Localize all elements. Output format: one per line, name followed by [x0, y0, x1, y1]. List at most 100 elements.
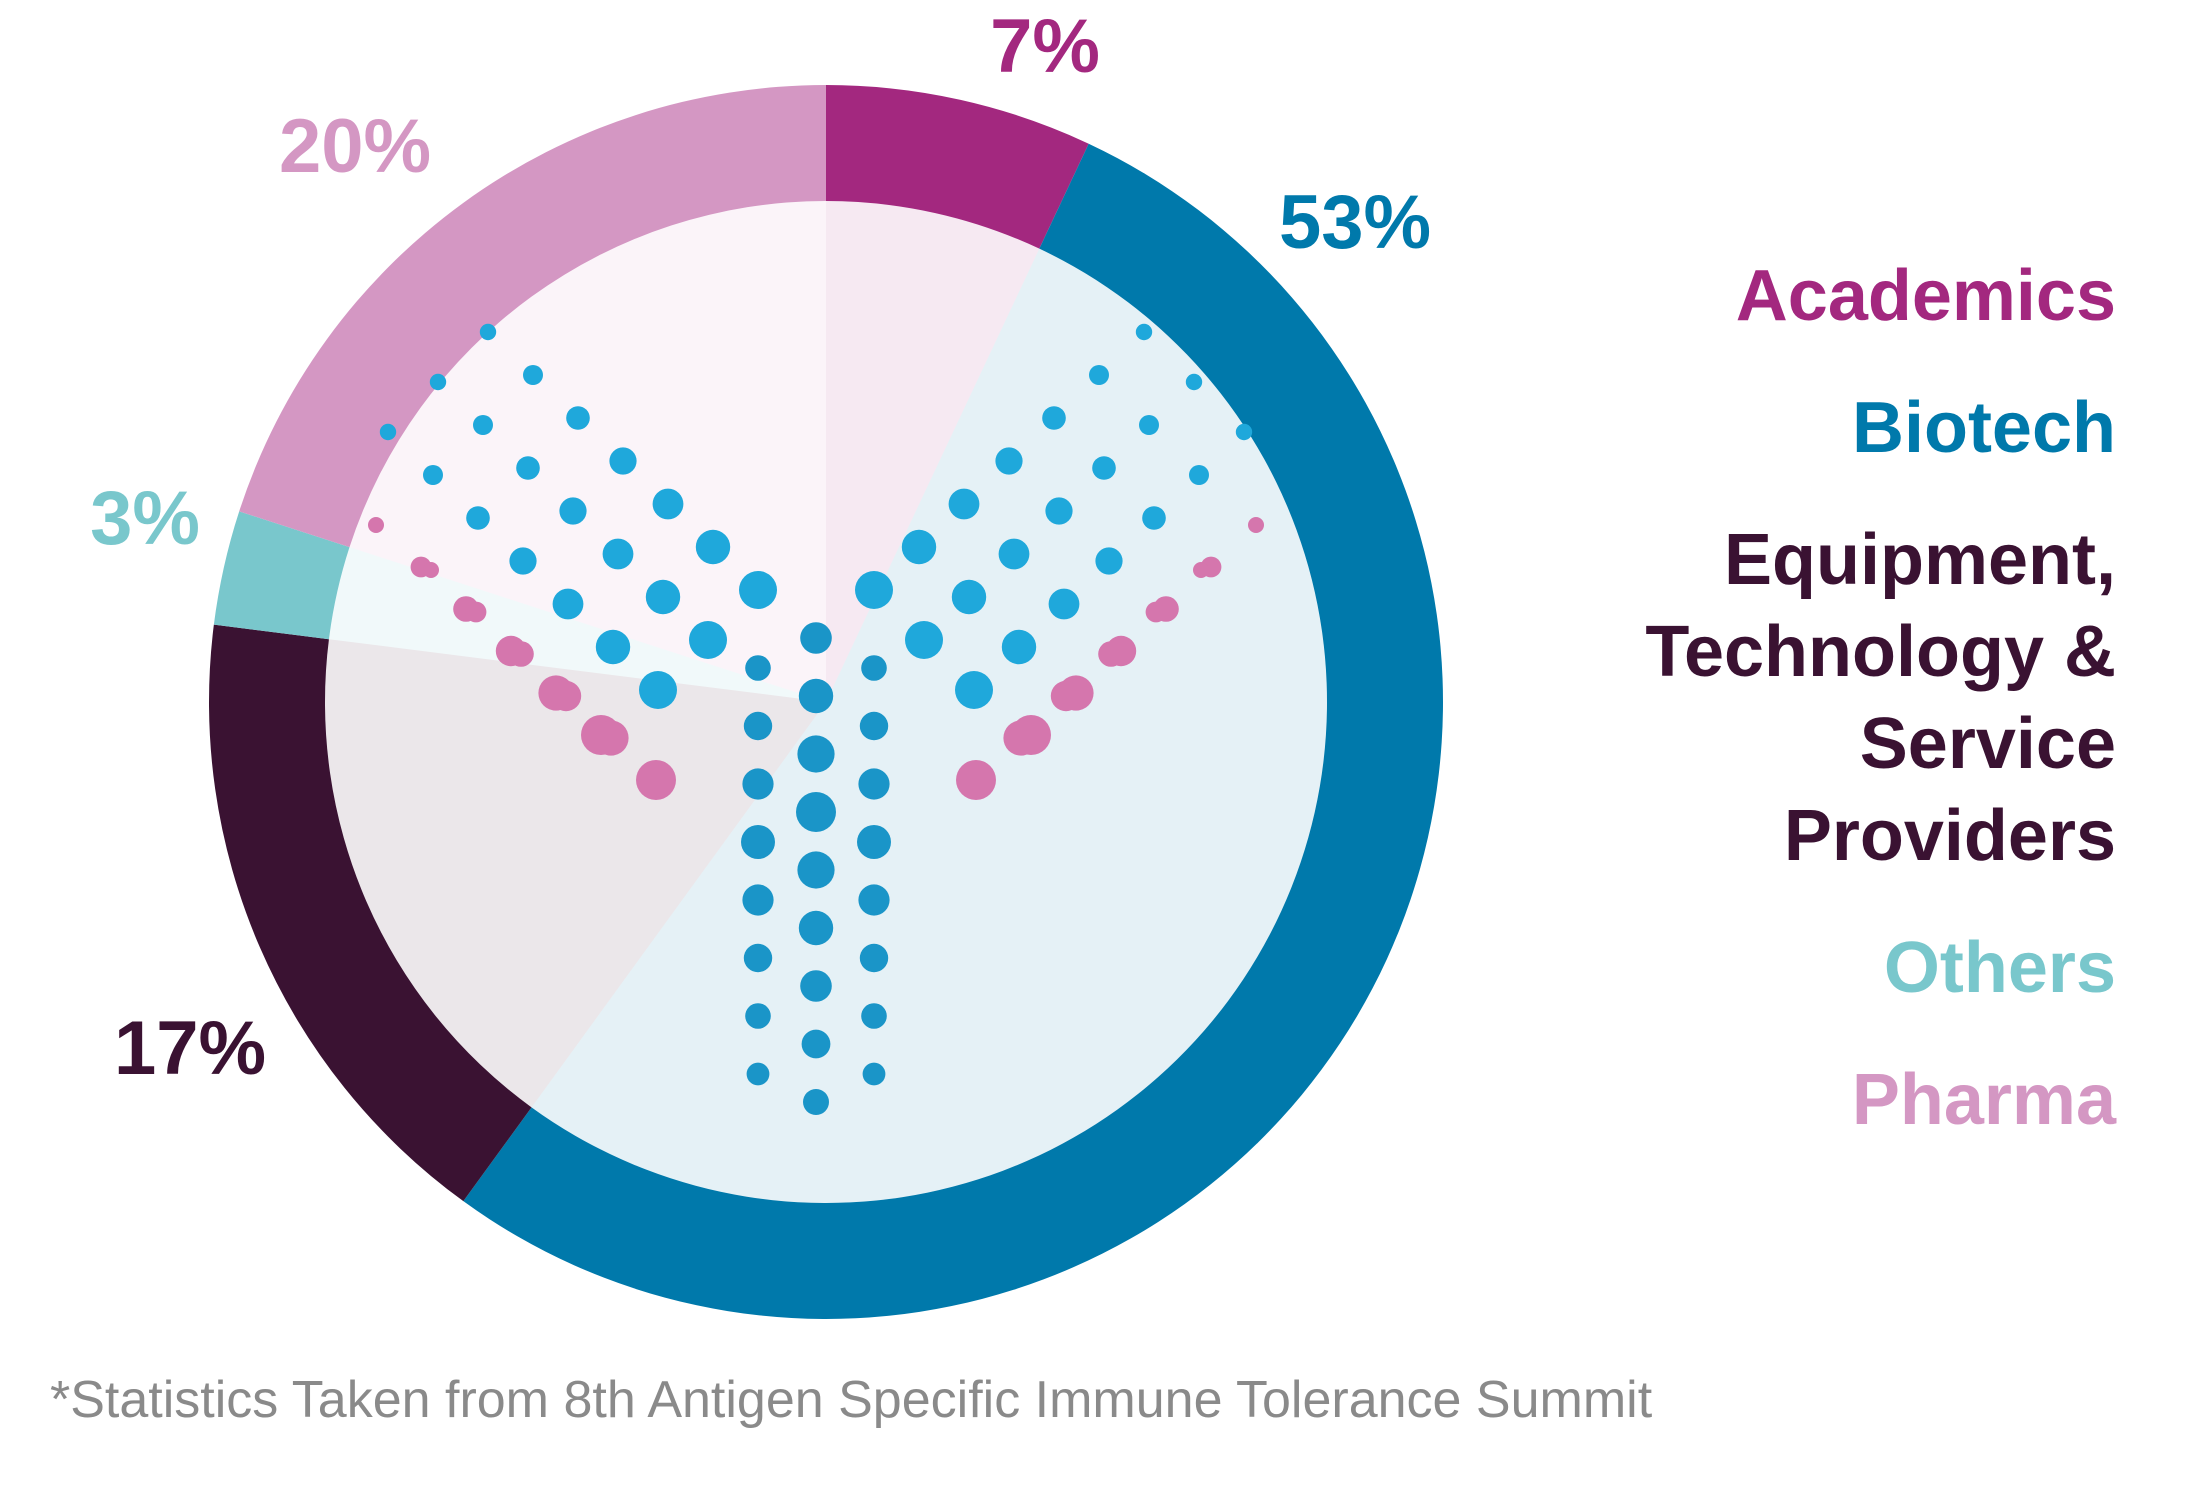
emblem-dot — [858, 768, 890, 800]
emblem-dot — [859, 711, 889, 741]
emblem-dot — [995, 447, 1023, 475]
emblem-dot — [473, 415, 493, 435]
emblem-dot — [1089, 365, 1109, 385]
emblem-dot — [1145, 601, 1167, 623]
emblem-dot — [609, 447, 637, 475]
emblem-dot — [636, 760, 676, 800]
value-label: 53% — [1279, 180, 1431, 265]
emblem-dot — [800, 622, 832, 654]
footnote: *Statistics Taken from 8th Antigen Speci… — [50, 1371, 1653, 1429]
donut-segment — [463, 143, 1443, 1319]
emblem-dot — [859, 943, 889, 973]
emblem-dot — [797, 735, 835, 773]
emblem-dot — [466, 506, 490, 530]
emblem-dot — [695, 529, 731, 565]
emblem-dot — [803, 1089, 829, 1115]
emblem-dot — [743, 943, 773, 973]
emblem-dot — [746, 1062, 770, 1086]
emblem-dot — [639, 671, 677, 709]
emblem-dot — [1189, 465, 1209, 485]
emblem-dot — [956, 760, 996, 800]
emblem-dot — [516, 456, 540, 480]
value-label: 7% — [990, 4, 1100, 89]
emblem-dot — [593, 720, 629, 756]
emblem-dot — [948, 488, 980, 520]
emblem-dot — [1135, 323, 1153, 341]
emblem-dot — [1193, 562, 1209, 578]
emblem-dot — [857, 825, 891, 859]
emblem-dot — [862, 1062, 886, 1086]
emblem-dot — [566, 406, 590, 430]
emblem-dot — [745, 1003, 771, 1029]
inner-wedge — [328, 547, 826, 702]
emblem-dot — [858, 884, 890, 916]
emblem-dot — [739, 571, 777, 609]
emblem-dot — [742, 884, 774, 916]
emblem-dot — [1139, 415, 1159, 435]
emblem-dot — [379, 423, 397, 441]
emblem-dot — [559, 497, 587, 525]
emblem-dot — [1042, 406, 1066, 430]
emblem-dot — [855, 571, 893, 609]
legend-entry: Biotech — [1851, 388, 2116, 468]
emblem-dot — [998, 538, 1030, 570]
emblem-dot — [743, 711, 773, 741]
emblem-dot — [1098, 641, 1124, 667]
emblem-dot — [1095, 547, 1123, 575]
emblem-dot — [1235, 423, 1253, 441]
value-label: 20% — [279, 104, 431, 189]
donut-segment — [826, 85, 1089, 249]
emblem-dot — [905, 621, 943, 659]
emblem-dot — [796, 792, 836, 832]
donut-segment — [208, 624, 532, 1202]
emblem-dot — [595, 629, 631, 665]
emblem-dot — [800, 970, 832, 1002]
legend-entry: Others — [1883, 928, 2116, 1008]
emblem-dot — [801, 1029, 831, 1059]
legend-entry: Equipment, Technology & Service Provider… — [1645, 520, 2116, 876]
emblem-dot — [1045, 497, 1073, 525]
emblem-dot — [652, 488, 684, 520]
chart: 7% 53% 17% 3% 20% — [90, 4, 1443, 1319]
emblem-dot — [1003, 720, 1039, 756]
emblem-dot — [901, 529, 937, 565]
emblem-dot — [602, 538, 634, 570]
emblem-dot — [429, 373, 447, 391]
emblem-dot — [1248, 517, 1264, 533]
emblem-dot — [1048, 588, 1080, 620]
inner-wedge — [531, 248, 1327, 1203]
emblem-dot — [645, 579, 681, 615]
emblem-dot — [742, 768, 774, 800]
emblem-dot — [523, 365, 543, 385]
emblem-dot — [955, 671, 993, 709]
emblem-dot — [741, 825, 775, 859]
legend-entry: Academics — [1735, 256, 2116, 336]
value-label: 17% — [114, 1006, 266, 1091]
legend: Academics Biotech Equipment, Technology & … — [1556, 250, 2116, 1146]
emblem-dot — [798, 910, 834, 946]
legend-entry: Pharma — [1851, 1060, 2116, 1140]
emblem-dot — [423, 465, 443, 485]
emblem-dot — [1185, 373, 1203, 391]
emblem-dot — [465, 601, 487, 623]
emblem-dot — [745, 655, 771, 681]
inner-wedge — [324, 639, 826, 1108]
emblem-dot — [1001, 629, 1037, 665]
emblem-dot — [861, 1003, 887, 1029]
donut-segment — [213, 511, 350, 640]
emblem-dot — [509, 547, 537, 575]
emblem-dot — [951, 579, 987, 615]
emblem-dot — [797, 851, 835, 889]
emblem-dot — [479, 323, 497, 341]
emblem-dot — [552, 588, 584, 620]
emblem-dot — [508, 641, 534, 667]
inner-wedge — [349, 201, 826, 702]
emblem-dot — [1142, 506, 1166, 530]
emblem-dot — [368, 517, 384, 533]
emblem-dot — [861, 655, 887, 681]
emblem-dot — [689, 621, 727, 659]
value-label: 3% — [90, 476, 200, 561]
emblem-dot — [423, 562, 439, 578]
emblem-dot — [798, 678, 834, 714]
